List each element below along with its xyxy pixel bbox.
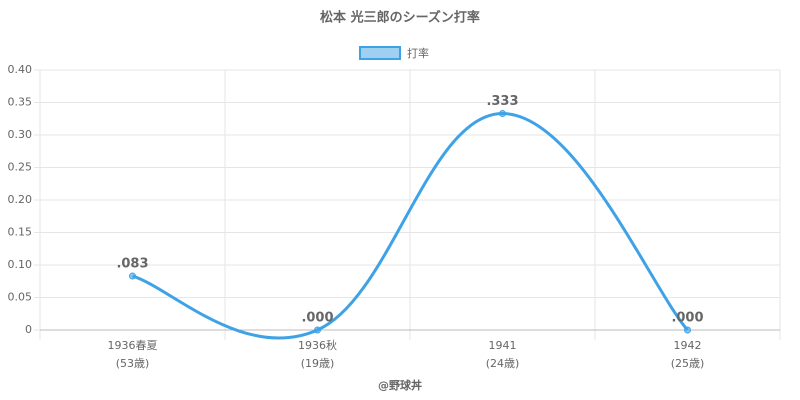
x-axis-label: @野球丼 xyxy=(378,378,422,392)
y-tick-label: 0 xyxy=(25,323,32,336)
line xyxy=(132,112,689,340)
x-tick-label: 1936秋 xyxy=(298,338,337,352)
value-label: .333 xyxy=(486,94,518,109)
y-tick-label: 0.30 xyxy=(8,128,33,141)
y-tick-label: 0.10 xyxy=(8,258,33,271)
x-tick-sublabel: (53歳) xyxy=(116,357,150,370)
legend-label: 打率 xyxy=(407,46,429,60)
point xyxy=(499,110,506,118)
value-label: .083 xyxy=(116,257,148,272)
point xyxy=(129,272,136,280)
x-tick-label: 1936春夏 xyxy=(108,339,158,352)
legend-swatch xyxy=(359,46,401,60)
y-tick-label: 0.35 xyxy=(8,96,33,109)
y-tick-label: 0.25 xyxy=(8,161,33,174)
value-label: .000 xyxy=(671,311,703,326)
point xyxy=(314,326,321,334)
x-tick-sublabel: (19歳) xyxy=(301,357,335,370)
y-tick-label: 0.20 xyxy=(8,193,33,206)
chart-title: 松本 光三郎のシーズン打率 xyxy=(320,10,480,26)
value-label: .000 xyxy=(301,311,333,326)
y-tick-label: 0.05 xyxy=(8,291,33,304)
y-tick-label: 0.15 xyxy=(8,226,33,239)
point xyxy=(684,326,691,334)
x-tick-label: 1941 xyxy=(489,339,517,352)
y-tick-label: 0.40 xyxy=(8,63,33,76)
x-tick-label: 1942 xyxy=(674,339,702,352)
x-tick-sublabel: (24歳) xyxy=(486,357,520,370)
x-tick-sublabel: (25歳) xyxy=(671,357,705,370)
